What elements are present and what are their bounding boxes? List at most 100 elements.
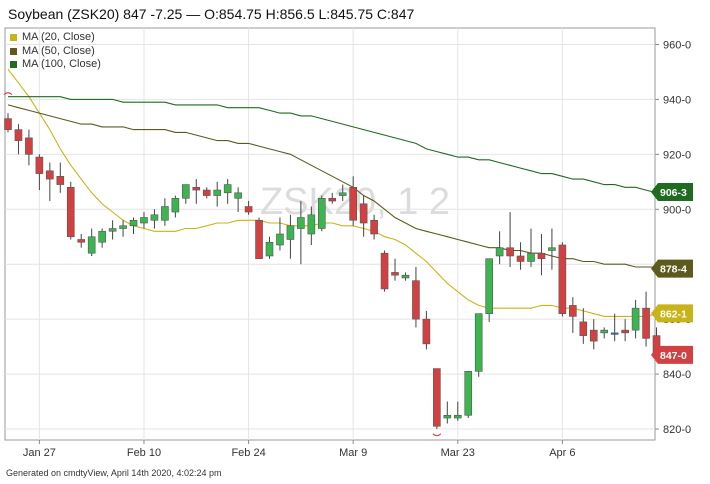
candle-body <box>537 252 546 260</box>
candle-body <box>192 187 201 191</box>
candle-body <box>297 217 305 229</box>
candle-body <box>631 307 640 331</box>
ma100-value-badge-shape <box>651 182 693 201</box>
y-tick-label: 920-0 <box>663 149 691 161</box>
ma50-value-badge-shape <box>651 259 693 278</box>
candle-body <box>453 414 462 419</box>
ma-line-ma50 <box>7 104 657 268</box>
low-marker <box>432 433 442 437</box>
legend-item-ma20[interactable]: MA (20, Close) <box>10 31 101 45</box>
candle-body <box>98 230 106 243</box>
legend-item-ma100[interactable]: MA (100, Close) <box>10 58 101 72</box>
ma20-value-badge-shape <box>651 304 693 323</box>
candle-body <box>317 197 326 229</box>
ma100-value-badge: 906-3 <box>660 187 687 199</box>
candle-body <box>161 206 169 221</box>
legend-label-ma20: MA (20, Close) <box>22 31 95 43</box>
candle-body <box>527 252 535 262</box>
ma-line-ma100 <box>8 96 657 194</box>
candle-body <box>443 414 452 419</box>
legend-swatch-ma20 <box>10 34 17 42</box>
candle-body <box>171 197 180 213</box>
x-tick-label: Feb 10 <box>127 447 161 459</box>
candle-body <box>328 197 337 202</box>
candle-body <box>56 176 65 185</box>
candle-body <box>46 170 54 180</box>
candle-body <box>87 236 96 254</box>
y-tick-label: 840-0 <box>663 369 691 381</box>
candle-body <box>255 219 263 260</box>
candle-body <box>202 189 211 196</box>
candle-body <box>4 118 12 130</box>
x-tick-label: Mar 9 <box>339 447 367 459</box>
candle-body <box>391 272 399 276</box>
x-tick-label: Feb 24 <box>231 447 265 459</box>
ma20-value-badge: 862-1 <box>660 308 687 320</box>
legend-item-ma50[interactable]: MA (50, Close) <box>10 45 101 59</box>
candle-body <box>234 192 242 199</box>
candle-body <box>119 225 127 229</box>
footer-generated-text: Generated on cmdtyView, April 14th 2020,… <box>6 468 222 478</box>
plot-area <box>4 27 656 441</box>
x-tick-label: Mar 23 <box>441 447 475 459</box>
candle-body <box>14 129 23 141</box>
candle-body <box>474 313 483 372</box>
y-tick-label: 820-0 <box>663 424 691 436</box>
candle-body <box>401 274 410 279</box>
y-tick-label: 900-0 <box>663 204 691 216</box>
candle-body <box>307 214 316 235</box>
legend-swatch-ma50 <box>10 47 17 55</box>
candle-body <box>621 329 629 334</box>
candle-body <box>338 192 347 196</box>
chart-header-title: Soybean (ZSK20) 847 -7.25 — O:854.75 H:8… <box>8 6 415 22</box>
ma-line-ma20 <box>7 68 657 317</box>
candle-body <box>265 241 274 257</box>
candle-body <box>286 225 295 240</box>
legend-label-ma50: MA (50, Close) <box>22 44 95 57</box>
high-marker <box>3 92 13 96</box>
x-tick-label: Jan 27 <box>23 447 56 459</box>
candle-body <box>359 203 368 224</box>
candle-body <box>213 189 221 196</box>
candle-body <box>433 368 441 427</box>
y-tick-label: 960-0 <box>663 39 691 51</box>
candle-body <box>140 217 148 224</box>
candle-body <box>579 321 588 336</box>
x-tick-label: Apr 6 <box>549 447 575 459</box>
candle-body <box>77 239 86 243</box>
candle-body <box>548 247 556 251</box>
candle-body <box>610 332 619 335</box>
y-tick-label: 940-0 <box>663 94 691 106</box>
legend-swatch-ma100 <box>10 61 17 69</box>
candle-body <box>516 255 525 262</box>
last-price-badge: 847-0 <box>660 350 687 362</box>
candle-body <box>569 305 577 317</box>
chart-legend: MA (20, Close) MA (50, Close) MA (100, C… <box>10 31 101 72</box>
candle-body <box>35 156 44 174</box>
candle-body <box>495 247 504 257</box>
candle-body <box>558 244 567 314</box>
candle-body <box>108 228 117 232</box>
candle-body <box>150 214 159 221</box>
candle-body <box>589 329 598 342</box>
legend-label-ma100: MA (100, Close) <box>22 58 101 70</box>
candle-body <box>464 371 473 416</box>
candle-body <box>642 307 650 339</box>
candle-body <box>182 184 190 199</box>
candle-body <box>412 280 420 320</box>
candle-body <box>66 187 75 238</box>
ma50-value-badge: 878-4 <box>660 264 687 276</box>
candle-body <box>223 184 232 194</box>
candle-body <box>506 247 514 257</box>
candle-body <box>422 318 431 345</box>
candle-body <box>25 137 33 155</box>
last-price-badge-shape <box>651 345 693 364</box>
candle-body <box>276 233 284 246</box>
candle-body <box>485 258 493 314</box>
candle-body <box>380 252 389 290</box>
candle-body <box>129 219 138 227</box>
candle-body <box>600 329 609 334</box>
candle-body <box>244 206 253 213</box>
candle-body <box>370 219 378 235</box>
